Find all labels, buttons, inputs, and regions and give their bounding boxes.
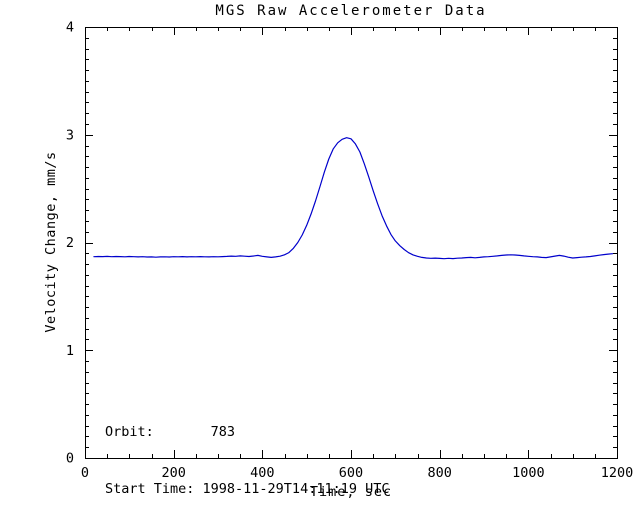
y-axis-label: Velocity Change, mm/s [43,151,59,333]
svg-text:0: 0 [66,451,74,467]
svg-text:200: 200 [161,465,185,481]
svg-text:400: 400 [250,465,274,481]
svg-text:800: 800 [427,465,451,481]
y-ticks: 0 1 2 3 4 [66,20,617,467]
svg-text:3: 3 [66,127,74,143]
svg-text:2: 2 [66,235,74,251]
annotation-block: Orbit: 783 Start Time: 1998-11-29T14:11:… [105,385,389,512]
svg-text:4: 4 [66,20,74,36]
svg-text:0: 0 [81,465,89,481]
annotation-start-time: Start Time: 1998-11-29T14:11:19 UTC [105,481,390,497]
svg-text:600: 600 [339,465,363,481]
x-axis-label: Time, sec [309,484,393,500]
annotation-orbit: Orbit: 783 [105,424,236,440]
svg-text:1000: 1000 [512,465,545,481]
data-line-velocity-change [93,137,614,260]
svg-text:1200: 1200 [601,465,634,481]
x-ticks: 0 200 400 600 800 1000 1200 [81,27,633,481]
chart-title: MGS Raw Accelerometer Data [215,3,487,19]
svg-text:1: 1 [66,343,74,359]
